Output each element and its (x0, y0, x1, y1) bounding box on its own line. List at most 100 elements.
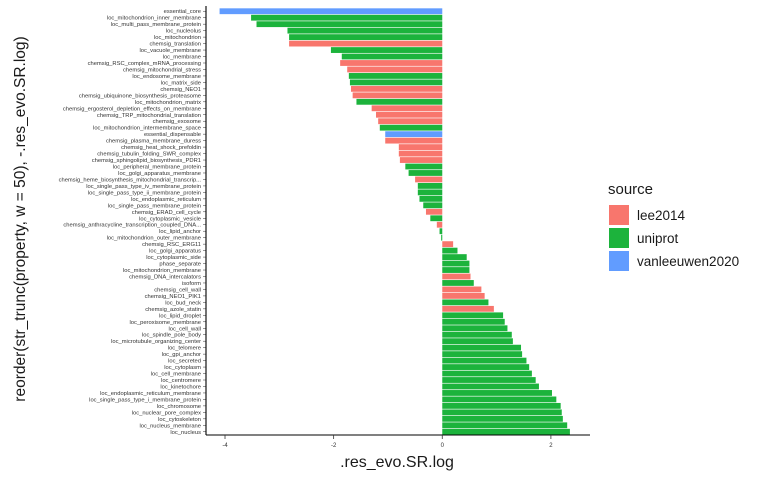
legend-title: source (608, 181, 653, 198)
legend-label: lee2014 (637, 208, 686, 223)
bar (441, 234, 443, 241)
bar (349, 79, 443, 86)
legend: source lee2014 uniprot vanleeuwen2020 (608, 181, 739, 271)
y-tick-label: essential_dispensable (144, 132, 201, 138)
bar (376, 111, 443, 118)
bar (442, 402, 561, 409)
bar (442, 364, 530, 370)
x-ticks: -4 -2 0 2 (222, 435, 553, 449)
bar (442, 351, 523, 358)
y-tick-label: loc_mitochondrion_outer_membrane (107, 236, 201, 242)
y-tick-label: chemsig_tubulin_folding_SWR_complex (97, 152, 201, 158)
y-tick-label: loc_cell_wall (168, 326, 201, 332)
bar (442, 241, 454, 248)
legend-label: vanleeuwen2020 (637, 254, 739, 269)
y-tick-label: chemsig_anthracycline_transcription_coup… (63, 223, 201, 229)
bar (347, 66, 443, 73)
y-tick-labels: essential_coreloc_mitochondrion_inner_me… (59, 9, 202, 436)
y-tick-label: loc_single_pass_membrane_protein (108, 203, 201, 209)
bar (442, 415, 563, 422)
bar (408, 170, 443, 176)
y-tick-label: chemsig_mitochondrial_stress (123, 67, 201, 73)
bar (442, 383, 539, 390)
x-tick-label: -4 (222, 443, 228, 449)
legend-swatch (609, 251, 629, 271)
axes (203, 6, 590, 436)
bar (442, 409, 562, 416)
y-tick-label: chemsig_TRP_mitochondrial_translation (97, 113, 201, 119)
y-tick-label: loc_telomere (168, 346, 201, 352)
bar (442, 254, 467, 260)
legend-swatch (609, 228, 629, 248)
y-tick-label: loc_kinetochore (160, 384, 201, 390)
y-tick-label: loc_microtubule_organizing_center (111, 339, 201, 345)
bars-layer (219, 8, 570, 435)
legend-swatch (609, 205, 629, 225)
y-tick-label: loc_cytoplasmic_vesicle (139, 216, 201, 222)
x-tick-label: 0 (441, 443, 445, 449)
bar (219, 8, 443, 15)
y-tick-label: loc_single_pass_type_i_membrane_protein (89, 397, 201, 403)
x-tick-label: -2 (331, 443, 337, 449)
bar (442, 260, 470, 267)
bar (442, 325, 508, 332)
bar (352, 92, 443, 99)
bar (348, 73, 443, 79)
y-tick-label: loc_nucleus_membrane (139, 423, 201, 429)
bar (442, 422, 568, 429)
bar (251, 14, 443, 21)
y-tick-label: loc_endoplasmic_reticulum_membrane (100, 391, 201, 397)
bar (351, 85, 443, 92)
bar (439, 228, 443, 235)
y-tick-label: loc_nuclear_pore_complex (132, 410, 201, 416)
y-tick-label: chemsig_RSC_complex_mRNA_processing (88, 61, 201, 67)
bar (256, 21, 443, 28)
y-axis-label: reorder(str_trunc(property, w = 50), -.r… (12, 36, 29, 401)
y-tick-label: loc_peripheral_membrane_protein (113, 165, 201, 171)
y-tick-label: loc_secreted (168, 359, 201, 365)
bar (417, 189, 443, 196)
y-tick-label: chemsig_NEO1 (160, 87, 201, 93)
y-tick-label: loc_endosome_membrane (132, 74, 201, 80)
bar (442, 377, 536, 383)
y-tick-label: loc_membrane (163, 55, 201, 61)
bar (289, 34, 443, 41)
y-tick-label: loc_single_pass_type_ii_membrane_protein (88, 190, 201, 196)
y-tick-label: loc_nucleus (170, 430, 201, 436)
y-tick-label: loc_single_pass_type_iv_membrane_protein (86, 184, 201, 190)
legend-label: uniprot (637, 231, 679, 246)
bar (442, 286, 482, 293)
y-tick-label: loc_mitochondrion_matrix (135, 100, 201, 106)
y-tick-label: loc_cytoplasm (164, 365, 201, 371)
bar (442, 396, 557, 403)
y-tick-label: loc_cytoplasmic_side (146, 255, 201, 261)
y-tick-label: chemsig_NEO1_PIK1 (145, 294, 201, 300)
bar (442, 357, 527, 364)
bar (330, 47, 443, 53)
bar (340, 60, 443, 66)
y-tick-label: chemsig_heme_biosynthesis_mitochondrial_… (59, 177, 202, 183)
bar (442, 292, 485, 299)
x-tick-label: 2 (549, 443, 553, 449)
bar (419, 195, 443, 202)
bar (430, 215, 443, 222)
y-tick-label: chemsig_sphingolipid_biosynthesis_PDR1 (92, 158, 201, 164)
y-tick-label: loc_chromosome (157, 404, 201, 410)
bar (436, 221, 443, 228)
bar (442, 247, 458, 254)
y-tick-label: chemsig_translation (149, 42, 201, 48)
bar (405, 163, 443, 170)
y-tick-label: loc_multi_pass_membrane_protein (111, 22, 201, 28)
bar (442, 390, 552, 396)
y-tick-label: loc_nucleolus (166, 29, 201, 35)
y-tick-label: essential_core (164, 9, 201, 15)
bar (378, 118, 443, 125)
y-tick-label: chemsig_ERAD_cell_cycle (132, 210, 201, 216)
y-tick-label: phase_separate (159, 262, 201, 268)
y-tick-label: chemsig_ergosterol_depletion_effects_on_… (63, 106, 201, 112)
y-tick-label: loc_lipid_anchor (159, 229, 201, 235)
y-tick-label: loc_mitochondrion (154, 35, 201, 41)
bar (385, 137, 443, 144)
bar (371, 105, 443, 112)
y-tick-label: chemsig_heat_shock_prefoldin (121, 145, 201, 151)
